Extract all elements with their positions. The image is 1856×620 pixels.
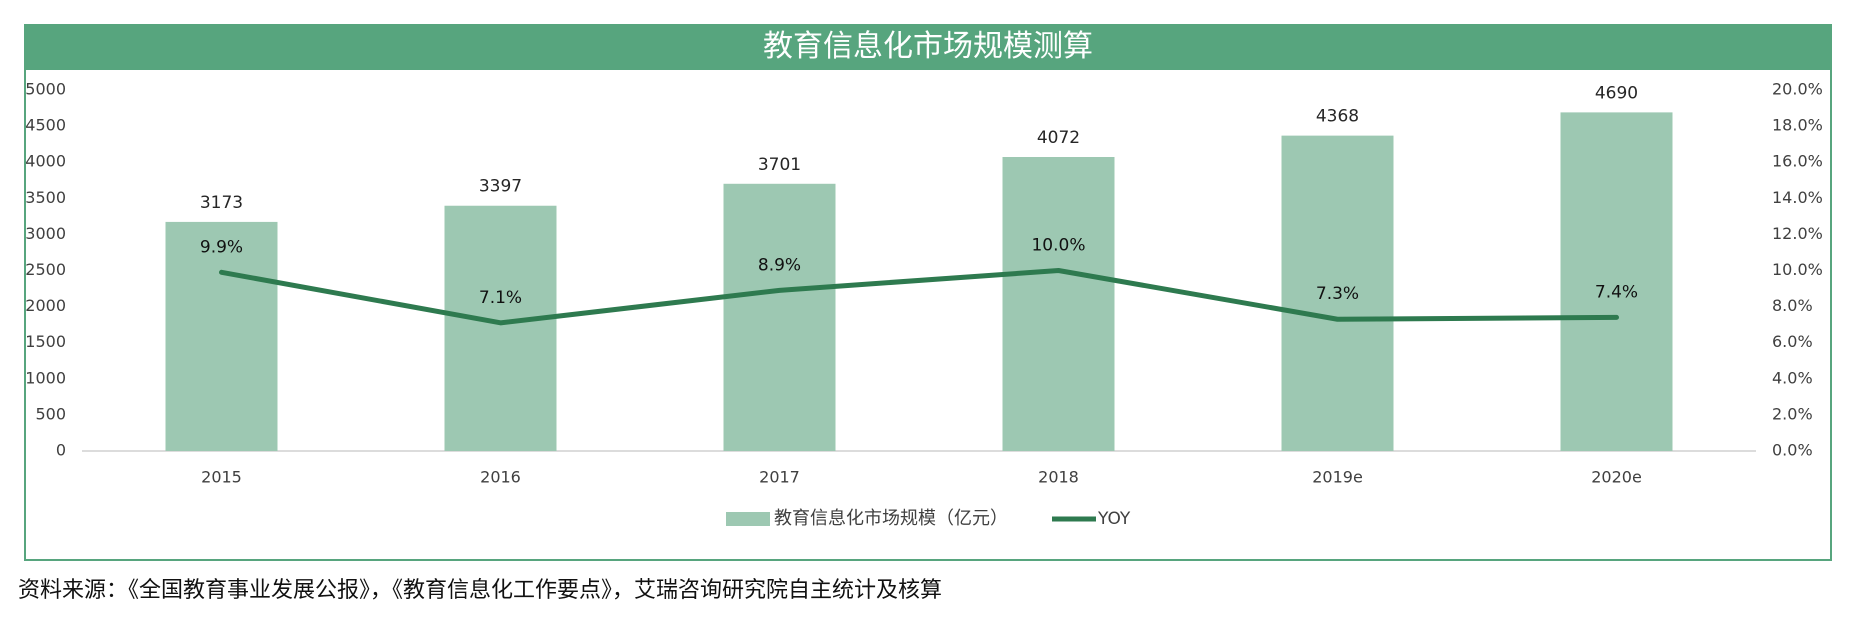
left-axis-tick-label: 0	[56, 441, 66, 460]
bar-2019e	[1281, 135, 1394, 451]
bar-2017	[723, 183, 836, 452]
x-axis-tick-label: 2015	[201, 468, 242, 487]
yoy-value-label: 8.9%	[758, 255, 801, 275]
left-axis-tick-label: 3500	[25, 188, 66, 207]
right-axis-tick-label: 4.0%	[1772, 368, 1813, 387]
x-axis-tick-label: 2019e	[1312, 468, 1363, 487]
bar-value-label: 3173	[200, 193, 243, 213]
yoy-value-label: 7.4%	[1595, 282, 1638, 302]
bar-2016	[444, 205, 557, 451]
x-axis-tick-label: 2020e	[1591, 468, 1642, 487]
yoy-value-label: 7.1%	[479, 288, 522, 308]
bar-value-label: 4072	[1037, 128, 1080, 148]
right-axis-tick-label: 16.0%	[1772, 152, 1823, 171]
bar-2020e	[1560, 112, 1673, 451]
right-axis-tick-label: 20.0%	[1772, 80, 1823, 99]
yoy-line	[219, 268, 1619, 326]
left-axis-tick-label: 500	[35, 404, 66, 423]
right-axis-tick-label: 6.0%	[1772, 332, 1813, 351]
x-axis-tick-label: 2017	[759, 468, 800, 487]
legend-bar-label: 教育信息化市场规模（亿元）	[774, 508, 1008, 529]
yoy-value-label: 7.3%	[1316, 284, 1359, 304]
bar-2015	[165, 221, 278, 451]
left-axis-tick-label: 1500	[25, 332, 66, 351]
right-axis-tick-label: 0.0%	[1772, 441, 1813, 460]
source-note: 资料来源：《全国教育事业发展公报》，《教育信息化工作要点》，艾瑞咨询研究院自主统…	[18, 578, 943, 603]
x-axis-tick-label: 2018	[1038, 468, 1079, 487]
legend-line-label: YOY	[1097, 509, 1131, 529]
x-axis-tick-label: 2016	[480, 468, 521, 487]
right-axis-tick-label: 14.0%	[1772, 188, 1823, 207]
left-axis-tick-label: 2000	[25, 296, 66, 315]
chart-svg: 0 500 1000 1500 2000 2500 3000 3500 4000 4500 5000…	[25, 80, 1823, 530]
left-axis-tick-label: 1000	[25, 368, 66, 387]
yoy-value-label: 10.0%	[1031, 236, 1085, 256]
bar-value-label: 3397	[479, 177, 522, 197]
chart-title: 教育信息化市场规模测算	[24, 24, 1832, 70]
bar-value-label: 3701	[758, 155, 801, 175]
right-axis-tick-label: 8.0%	[1772, 296, 1813, 315]
bar-value-label: 4690	[1595, 83, 1638, 103]
left-axis-tick-label: 3000	[25, 224, 66, 243]
right-axis-tick-label: 12.0%	[1772, 224, 1823, 243]
left-axis-tick-label: 4500	[25, 116, 66, 135]
yoy-value-label: 9.9%	[200, 237, 243, 257]
left-axis-tick-label: 2500	[25, 260, 66, 279]
left-axis-tick-label: 4000	[25, 152, 66, 171]
right-axis-tick-label: 18.0%	[1772, 116, 1823, 135]
left-axis-tick-label: 5000	[25, 80, 66, 99]
bar-2018	[1002, 157, 1115, 452]
legend-bar-swatch	[726, 512, 770, 526]
right-axis-tick-label: 2.0%	[1772, 404, 1813, 423]
right-axis-tick-label: 10.0%	[1772, 260, 1823, 279]
bar-value-label: 4368	[1316, 107, 1359, 127]
